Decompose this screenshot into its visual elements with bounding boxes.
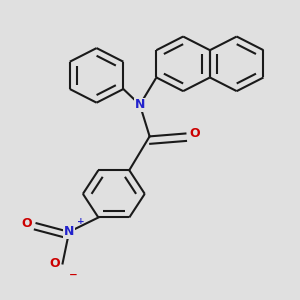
Text: +: + — [76, 218, 84, 226]
Text: −: − — [68, 269, 77, 279]
Text: N: N — [64, 225, 74, 239]
Text: O: O — [21, 217, 32, 230]
Text: N: N — [135, 98, 145, 111]
Text: O: O — [49, 257, 60, 270]
Text: O: O — [189, 127, 200, 140]
